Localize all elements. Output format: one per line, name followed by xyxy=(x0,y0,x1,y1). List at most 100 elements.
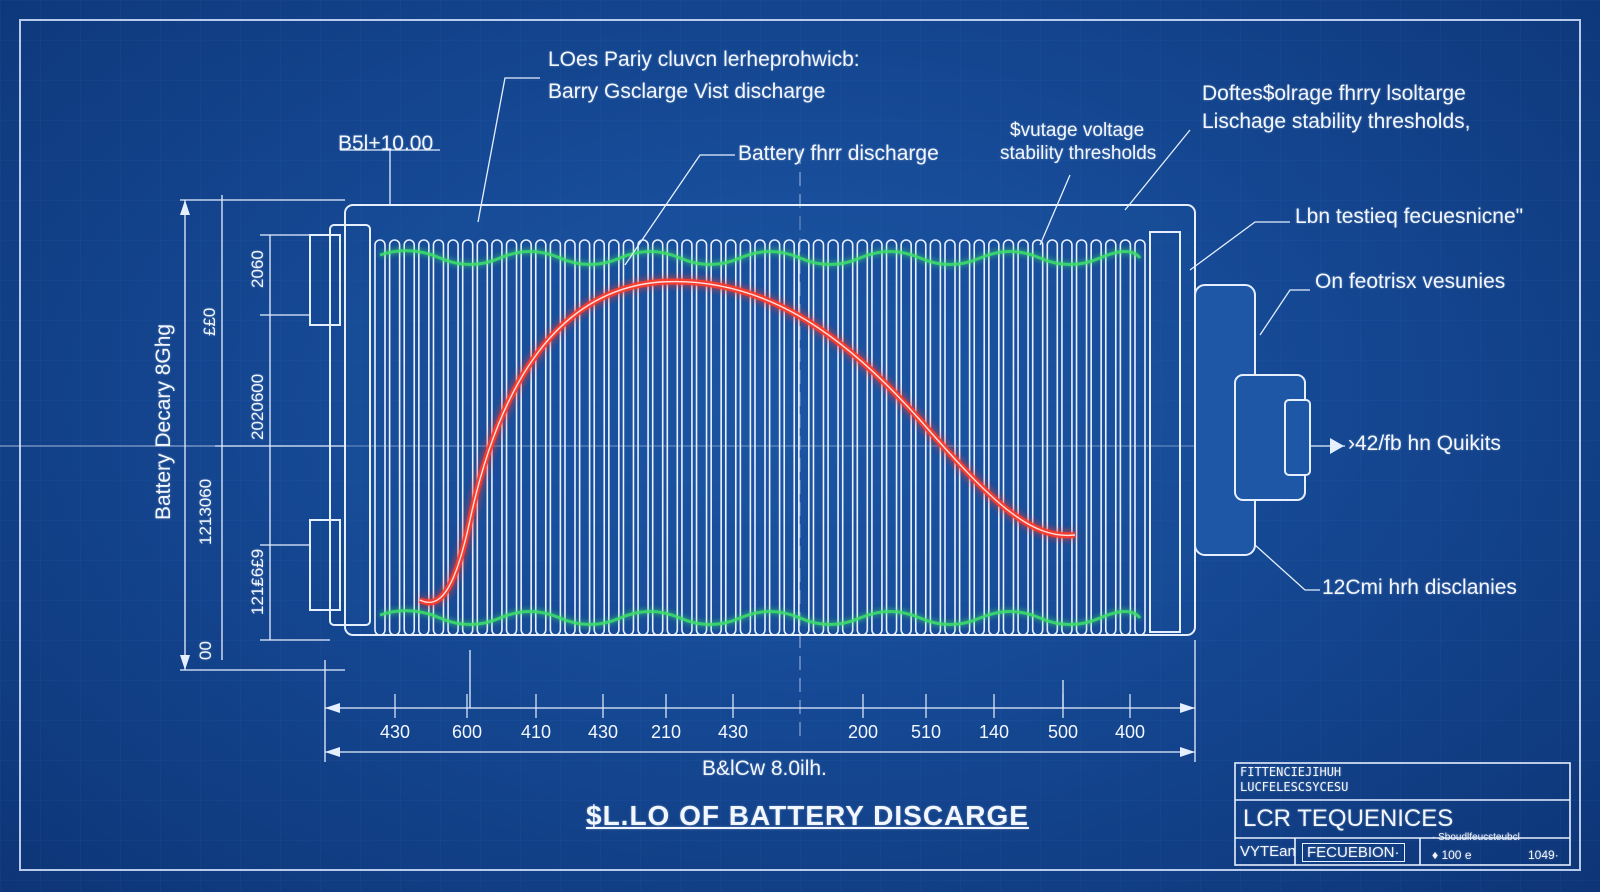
battery-fin xyxy=(447,239,459,636)
dimension-arrowheads xyxy=(180,200,1195,757)
battery-fin xyxy=(871,239,883,636)
left-axis-title: Battery Decary 8Ghg xyxy=(152,323,175,520)
outer-frame xyxy=(19,19,1581,871)
battery-fin xyxy=(432,239,445,636)
battery-fin xyxy=(739,239,752,636)
bottom-tick-label: 430 xyxy=(717,722,749,742)
title-block-header-2: LUCFELESCSYCESU xyxy=(1240,780,1349,794)
left-dimension-lines xyxy=(180,149,440,671)
battery-fin xyxy=(578,239,591,636)
callout-battery-discharge: Battery fhrr discharge xyxy=(738,142,939,165)
left-dim-1: 2060 xyxy=(248,250,267,288)
bottom-tick-label: 510 xyxy=(910,722,942,742)
bottom-dimension-lines xyxy=(324,640,1196,762)
battery-fin xyxy=(622,239,635,636)
battery-fin xyxy=(754,239,766,636)
battery-fin xyxy=(724,239,737,636)
battery-fin xyxy=(564,239,576,636)
battery-fin xyxy=(374,239,386,636)
battery-fin xyxy=(534,239,547,636)
battery-fin xyxy=(1002,239,1015,636)
battery-fin xyxy=(418,239,430,636)
battery-fin xyxy=(681,239,693,636)
discharge-curve-core xyxy=(419,280,1076,604)
leader-lines xyxy=(477,77,1345,591)
battery-fin xyxy=(768,239,781,636)
battery-fin xyxy=(827,239,839,636)
battery-fin xyxy=(900,239,912,636)
battery-fin xyxy=(1031,239,1044,636)
bottom-tick-label: 140 xyxy=(978,722,1010,742)
callout-right-arrow: ›42/fb hn Quikits xyxy=(1348,432,1501,455)
battery-fin xyxy=(798,239,810,636)
battery-fin xyxy=(783,239,796,636)
battery-fin xyxy=(1119,239,1132,636)
bottom-tick-label: 600 xyxy=(451,722,483,742)
bottom-caption: B&lCw 8.0ilh. xyxy=(702,757,827,780)
callout-on-features: On feotrisx vesunies xyxy=(1315,270,1506,293)
callout-right-bottom: 12Cmi hrh disclanies xyxy=(1322,576,1517,599)
callout-voltage-line2: stability thresholds xyxy=(1000,143,1157,164)
bottom-tick-label: 210 xyxy=(650,722,682,742)
battery-fin xyxy=(841,239,854,636)
title-block-cell-1: VYTEan xyxy=(1240,843,1296,860)
green-glow-bottom xyxy=(379,609,1142,626)
callout-right-line1: Doftes$olrage fhrry lsoltarge xyxy=(1202,82,1466,105)
battery-fin xyxy=(608,239,620,636)
battery-fin xyxy=(476,239,489,636)
battery-fin xyxy=(388,239,401,636)
battery-fin xyxy=(812,239,825,636)
title-block-header-1: FITTENCIEJIHUH xyxy=(1240,765,1342,779)
bottom-tick-label: 200 xyxy=(847,722,879,742)
battery-fin xyxy=(549,239,562,636)
left-dim-6: 00 xyxy=(196,641,215,660)
battery-fin xyxy=(695,239,708,636)
battery-fin xyxy=(1104,239,1117,636)
title-block-cell-3c: 1049· xyxy=(1528,848,1559,862)
battery-fin xyxy=(929,239,942,636)
battery-fins xyxy=(374,239,1146,636)
left-dim-3: 1213060 xyxy=(196,478,215,545)
battery-fin xyxy=(914,239,927,636)
battery-fin xyxy=(666,239,679,636)
battery-fin xyxy=(461,239,474,636)
battery-fin xyxy=(520,239,532,636)
left-dim-5: ££0 xyxy=(200,307,219,336)
callout-right-line2: Lischage stability thresholds, xyxy=(1202,110,1471,133)
callout-testing-frequencies: Lbn testieq fecuesnicne" xyxy=(1295,205,1524,228)
bottom-tick-label: 430 xyxy=(379,722,411,742)
left-dim-4: 121₤6£9 xyxy=(248,548,267,615)
battery-fin xyxy=(944,239,956,636)
bottom-tick-label: 410 xyxy=(520,722,552,742)
title-block-cell-3a: · Sboudlfeucsteubcl xyxy=(1432,832,1520,843)
battery-fin xyxy=(973,239,986,636)
title-block-cell-2: FECUEBION· xyxy=(1302,843,1405,862)
battery-fin xyxy=(856,239,869,636)
battery-fin xyxy=(885,239,898,636)
battery-fin xyxy=(593,239,606,636)
bottom-tick-marks xyxy=(394,694,1131,718)
battery-fin xyxy=(1061,239,1073,636)
drawing-title: $L.LO OF BATTERY DISCARGE xyxy=(586,800,1029,831)
green-glow-top xyxy=(379,249,1142,266)
dimension-top-left-label: B5l+10.00 xyxy=(338,132,434,155)
battery-fin xyxy=(1090,239,1102,636)
battery-fin xyxy=(1046,239,1059,636)
battery-fin xyxy=(958,239,971,636)
battery-fin xyxy=(1017,239,1029,636)
title-block-main: LCR TEQUENICES xyxy=(1243,805,1454,832)
title-block xyxy=(1234,762,1571,866)
battery-fin xyxy=(1134,239,1146,636)
battery-terminal xyxy=(1194,284,1311,556)
left-dim-2: 2020600 xyxy=(248,373,267,440)
battery-fin xyxy=(988,239,1000,636)
battery-fin xyxy=(505,239,518,636)
callout-top-line2: Barry Gsclarge Vist discharge xyxy=(548,80,826,103)
callout-voltage-line1: $vutage voltage xyxy=(1010,120,1145,141)
battery-fin xyxy=(1075,239,1088,636)
bottom-tick-label: 430 xyxy=(587,722,619,742)
battery-fin xyxy=(710,239,722,636)
bottom-tick-label: 500 xyxy=(1047,722,1079,742)
battery-fin xyxy=(403,239,416,636)
